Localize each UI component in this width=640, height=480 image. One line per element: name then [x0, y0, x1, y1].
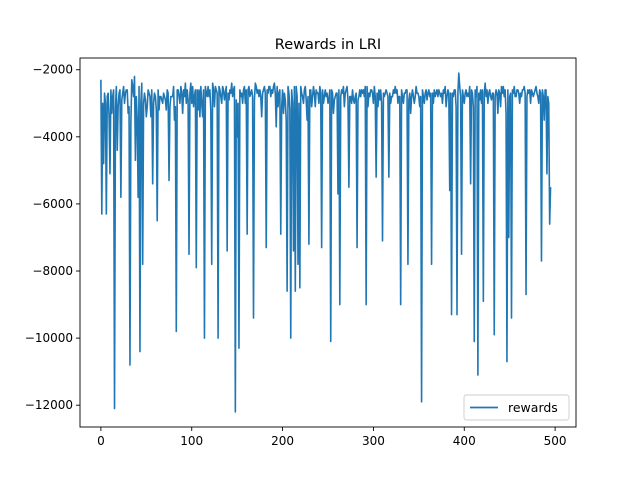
y-tick-label: −4000 — [32, 130, 73, 144]
y-tick-label: −8000 — [32, 264, 73, 278]
legend-box — [463, 394, 570, 421]
x-tick-label: 400 — [453, 434, 476, 448]
x-tick-label: 0 — [97, 434, 105, 448]
x-tick-label: 500 — [544, 434, 567, 448]
legend-label-rewards: rewards — [508, 400, 558, 415]
y-tick-label: −2000 — [32, 63, 73, 77]
x-tick-label: 300 — [362, 434, 385, 448]
y-axis: −12000 −10000 −8000 −6000 −4000 −2000 — [25, 63, 80, 412]
chart-title: Rewards in LRI — [275, 37, 381, 53]
x-tick-label: 100 — [180, 434, 203, 448]
series-line-rewards — [100, 72, 552, 413]
plot-area — [100, 72, 552, 413]
y-tick-label: −6000 — [32, 197, 73, 211]
axes-frame — [79, 57, 577, 428]
legend: rewards — [463, 394, 570, 421]
y-tick-label: −12000 — [25, 398, 73, 412]
y-tick-label: −10000 — [25, 331, 73, 345]
x-axis: 0 100 200 300 400 500 — [97, 427, 567, 448]
x-tick-label: 200 — [271, 434, 294, 448]
